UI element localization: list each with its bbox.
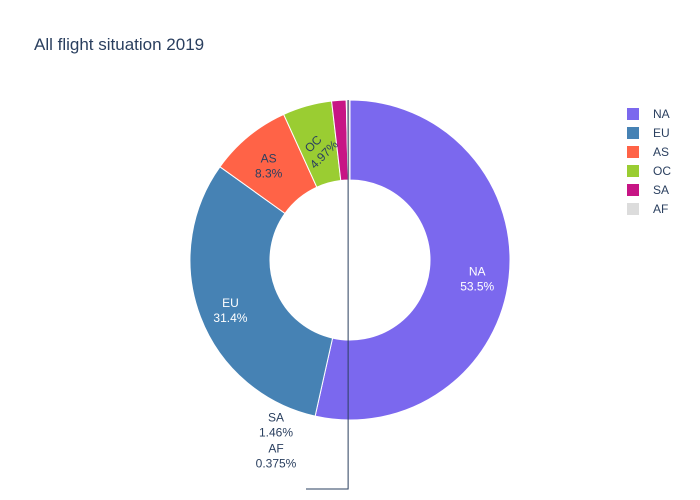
pie-slices <box>189 99 511 421</box>
legend-swatch-eu[interactable] <box>627 127 639 139</box>
slice-na <box>314 99 511 421</box>
legend: NA EU AS OC SA AF <box>627 107 671 216</box>
leader-line-af <box>306 100 349 490</box>
legend-label-na[interactable]: NA <box>653 107 670 121</box>
legend-swatch-af[interactable] <box>627 203 639 215</box>
slice-label-na: NA 53.5% <box>460 265 494 294</box>
chart-title: All flight situation 2019 <box>34 35 204 54</box>
slice-label-eu: EU 31.4% <box>213 296 247 325</box>
slice-label-af: AF 0.375% <box>256 442 297 471</box>
legend-label-af[interactable]: AF <box>653 202 668 216</box>
slice-label-sa: SA 1.46% <box>259 411 293 440</box>
legend-swatch-na[interactable] <box>627 108 639 120</box>
slice-eu <box>189 166 334 417</box>
legend-label-sa[interactable]: SA <box>653 183 669 197</box>
slice-label-as: AS 8.3% <box>255 152 283 181</box>
legend-label-eu[interactable]: EU <box>653 126 670 140</box>
legend-swatch-oc[interactable] <box>627 165 639 177</box>
legend-swatch-sa[interactable] <box>627 184 639 196</box>
legend-label-as[interactable]: AS <box>653 145 669 159</box>
legend-label-oc[interactable]: OC <box>653 164 671 178</box>
legend-swatch-as[interactable] <box>627 146 639 158</box>
